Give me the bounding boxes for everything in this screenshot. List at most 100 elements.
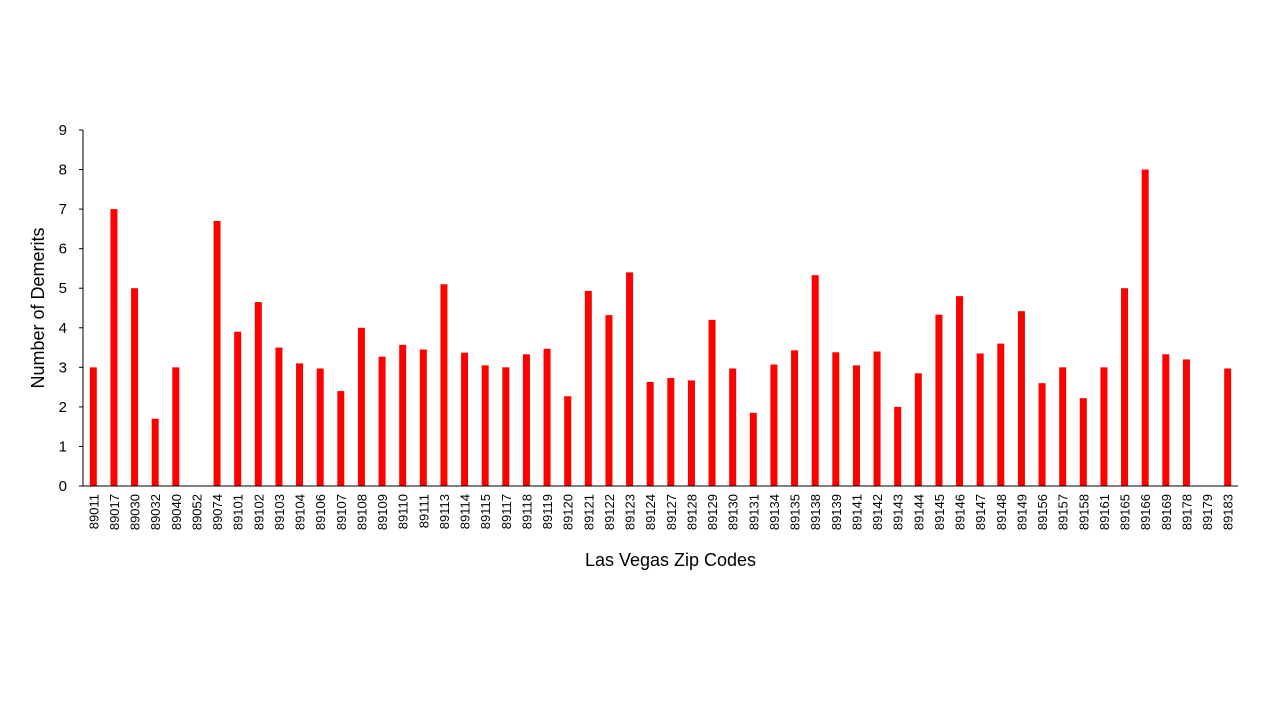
x-tick-label: 89147 — [973, 494, 988, 530]
x-tick-label: 89103 — [272, 494, 287, 530]
x-tick-label: 89106 — [313, 494, 328, 530]
x-tick-label: 89149 — [1014, 494, 1029, 530]
x-tick-label: 89102 — [251, 494, 266, 530]
x-tick-label: 89130 — [726, 494, 741, 530]
x-tick-label: 89119 — [540, 494, 555, 529]
bar-89148 — [997, 343, 1005, 486]
bar-89183 — [1224, 368, 1232, 486]
x-tick-label: 89107 — [334, 494, 349, 530]
x-tick-label: 89011 — [86, 494, 101, 529]
x-tick-label: 89148 — [994, 494, 1009, 530]
x-tick-label: 89131 — [746, 494, 761, 530]
y-tick-label: 7 — [59, 201, 67, 218]
x-tick-label: 89139 — [829, 494, 844, 530]
x-tick-label: 89178 — [1179, 494, 1194, 530]
x-tick-label: 89127 — [664, 494, 679, 530]
bar-89156 — [1038, 383, 1046, 486]
x-tick-label: 89144 — [911, 494, 926, 530]
bar-89032 — [151, 418, 159, 486]
bar-89166 — [1141, 169, 1149, 487]
bar-89158 — [1079, 398, 1087, 486]
x-tick-label: 89141 — [849, 494, 864, 530]
x-tick-label: 89156 — [1035, 494, 1050, 530]
x-axis-ticks: 89011 89017 89030 89032 89040 89052 89074 89101… — [86, 494, 1235, 530]
bar-89111 — [419, 349, 427, 486]
bar-89119 — [543, 348, 551, 486]
bar-89113 — [440, 284, 448, 486]
bar-89178 — [1182, 359, 1190, 486]
bar-89118 — [522, 354, 530, 486]
bar-89107 — [337, 391, 345, 486]
x-tick-label: 89138 — [808, 494, 823, 530]
bars-group — [89, 169, 1232, 487]
x-tick-label: 89104 — [293, 494, 308, 530]
bar-89117 — [502, 367, 510, 486]
bar-89165 — [1121, 288, 1129, 486]
y-tick-label: 8 — [59, 162, 67, 179]
x-tick-label: 89165 — [1118, 494, 1133, 530]
x-tick-label: 89146 — [953, 494, 968, 530]
bar-89131 — [749, 412, 757, 486]
x-tick-label: 89145 — [932, 494, 947, 530]
bar-89128 — [687, 380, 695, 486]
x-tick-label: 89052 — [189, 494, 204, 530]
x-tick-label: 89157 — [1056, 494, 1071, 530]
x-tick-label: 89108 — [354, 494, 369, 530]
x-tick-label: 89120 — [561, 494, 576, 530]
x-axis-title: Las Vegas Zip Codes — [585, 550, 756, 570]
y-tick-label: 2 — [59, 399, 67, 416]
x-tick-label: 89110 — [396, 494, 411, 529]
bar-89161 — [1100, 367, 1108, 486]
x-tick-label: 89109 — [375, 494, 390, 530]
x-tick-label: 89040 — [169, 494, 184, 530]
x-tick-label: 89101 — [231, 494, 246, 530]
x-tick-label: 89169 — [1159, 494, 1174, 530]
x-tick-label: 89161 — [1097, 494, 1112, 530]
y-tick-label: 3 — [59, 359, 67, 376]
x-tick-label: 89128 — [684, 494, 699, 530]
x-tick-label: 89113 — [437, 494, 452, 529]
bar-89103 — [275, 347, 283, 486]
x-tick-label: 89142 — [870, 494, 885, 530]
x-tick-label: 89123 — [623, 494, 638, 530]
x-tick-label: 89179 — [1200, 494, 1215, 530]
x-tick-label: 89117 — [499, 494, 514, 529]
bar-89121 — [584, 290, 592, 486]
bar-89130 — [729, 368, 737, 486]
y-tick-label: 5 — [59, 280, 67, 297]
y-axis-ticks: 0 1 2 3 4 5 6 7 8 9 — [59, 122, 83, 495]
bar-89106 — [316, 368, 324, 486]
bar-89011 — [89, 367, 97, 486]
y-axis-title: Number of Demerits — [28, 227, 48, 388]
bar-89134 — [770, 364, 778, 486]
bar-89123 — [626, 272, 634, 486]
y-tick-label: 1 — [59, 438, 67, 455]
bar-89138 — [811, 275, 819, 486]
bar-89120 — [564, 396, 572, 486]
x-tick-label: 89143 — [891, 494, 906, 530]
y-tick-label: 6 — [59, 241, 67, 258]
x-tick-label: 89158 — [1076, 494, 1091, 530]
bar-89074 — [213, 220, 221, 486]
bar-89146 — [956, 296, 964, 486]
bar-89144 — [914, 373, 922, 486]
y-tick-label: 4 — [59, 320, 67, 337]
bar-89149 — [1017, 311, 1025, 486]
bar-89169 — [1162, 354, 1170, 486]
bar-89104 — [296, 363, 304, 486]
x-tick-label: 89183 — [1221, 494, 1236, 530]
x-tick-label: 89030 — [128, 494, 143, 530]
x-tick-label: 89017 — [107, 494, 122, 530]
bar-89114 — [461, 352, 469, 486]
x-tick-label: 89166 — [1138, 494, 1153, 530]
bar-89142 — [873, 351, 881, 486]
x-tick-label: 89129 — [705, 494, 720, 530]
bar-89109 — [378, 356, 386, 486]
bar-89101 — [234, 331, 242, 486]
bar-89141 — [852, 365, 860, 486]
x-tick-label: 89074 — [210, 494, 225, 530]
bar-89110 — [399, 344, 407, 486]
bar-89017 — [110, 209, 118, 486]
